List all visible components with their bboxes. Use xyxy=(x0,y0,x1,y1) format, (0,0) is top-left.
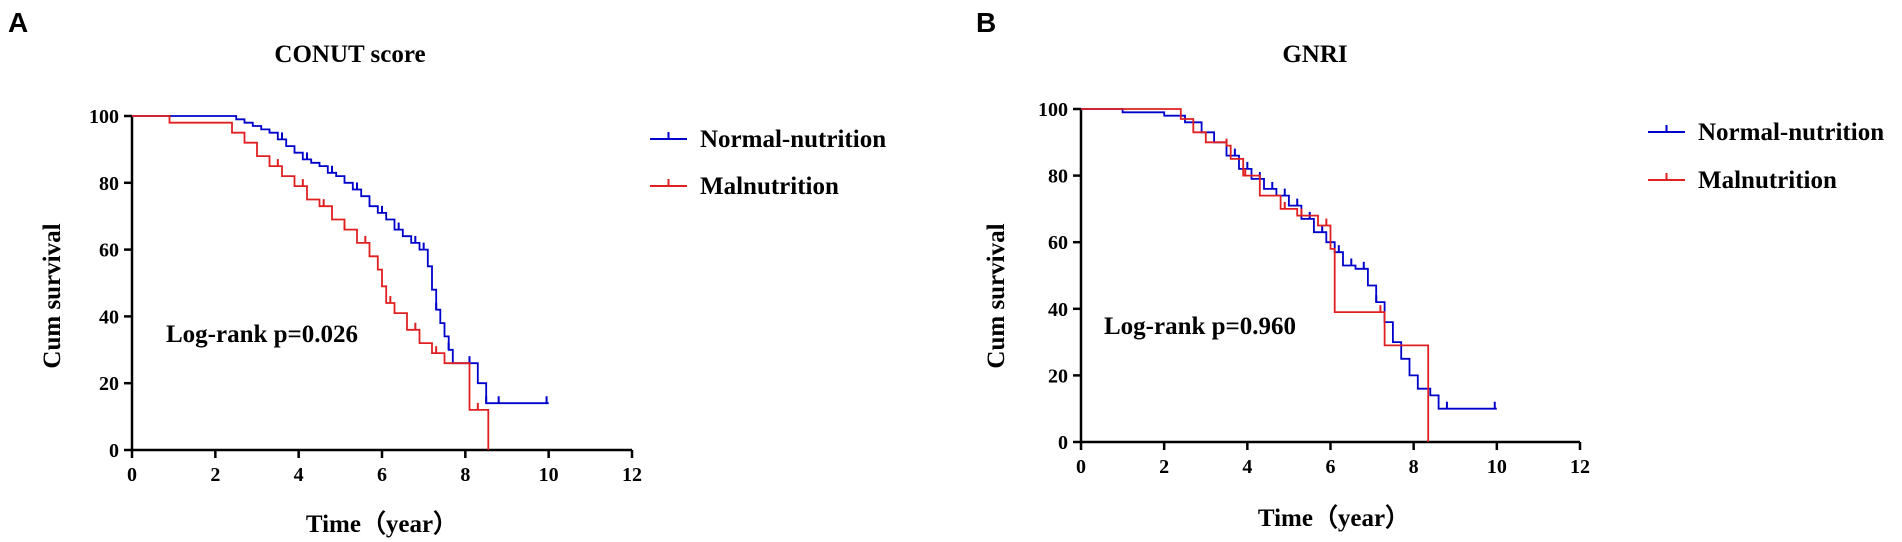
panel-b-x-tick-label: 12 xyxy=(1570,456,1590,478)
panel-b-y-tick-label: 100 xyxy=(1038,99,1068,121)
panel-b-x-tick-label: 6 xyxy=(1326,456,1336,478)
panel-a-legend-swatch-malnutrition xyxy=(650,179,687,187)
panel-a-x-tick-label: 10 xyxy=(539,464,559,486)
panel-a-y-tick-label: 20 xyxy=(99,373,119,395)
panel-a-logrank-annotation: Log-rank p=0.026 xyxy=(166,321,358,348)
panel-b-x-tick-label: 8 xyxy=(1409,456,1419,478)
panel-b-series-line-malnutrition xyxy=(1081,108,1430,442)
panel-b-y-axis-label: Cum survival xyxy=(983,223,1010,368)
panel-b-legend-swatch-malnutrition xyxy=(1648,173,1685,181)
panel-b-x-tick-label: 4 xyxy=(1242,456,1252,478)
panel-a-legend-swatch-normal-nutrition xyxy=(650,132,687,140)
panel-b-legend-label-normal-nutrition: Normal-nutrition xyxy=(1698,119,1884,146)
panel-b-legend-label-malnutrition: Malnutrition xyxy=(1698,167,1837,194)
panel-b-y-tick-label: 80 xyxy=(1048,166,1068,188)
panel-b-plot-area: 0 20 40 60 80 100 0 2 4 6 8 10 12 xyxy=(1038,99,1590,478)
panel-b-title: GNRI xyxy=(1282,41,1347,68)
panel-a-x-axis-label: Time（year） xyxy=(306,509,458,538)
panel-b-y-tick-label: 20 xyxy=(1048,365,1068,387)
panel-a-y-tick-label: 100 xyxy=(89,106,119,128)
panel-b-y-tick-label: 40 xyxy=(1048,299,1068,321)
panel-a-y-tick-label: 80 xyxy=(99,173,119,195)
panel-a-x-tick-label: 2 xyxy=(210,464,220,486)
panel-a-y-tick-label: 60 xyxy=(99,240,119,262)
panel-b-y-tick-label: 0 xyxy=(1058,432,1068,454)
panel-a-series-line-malnutrition xyxy=(132,115,490,450)
panel-a-y-axis-label: Cum survival xyxy=(39,223,66,368)
panel-a-title: CONUT score xyxy=(274,41,425,68)
panel-a-legend-label-normal-nutrition: Normal-nutrition xyxy=(700,126,886,153)
panel-a-y-tick-label: 0 xyxy=(109,440,119,462)
panel-a: A CONUT score Cum survival Time（year） Lo… xyxy=(8,7,886,538)
panel-a-y-tick-label: 40 xyxy=(99,306,119,328)
panel-b-legend-swatch-normal-nutrition xyxy=(1648,125,1685,133)
panel-a-x-tick-label: 4 xyxy=(294,464,304,486)
panel-b-x-tick-label: 2 xyxy=(1159,456,1169,478)
panel-a-letter: A xyxy=(8,7,28,38)
panel-b-series-line-normal-nutrition xyxy=(1081,108,1497,410)
panel-b-y-tick-label: 60 xyxy=(1048,232,1068,254)
panel-b-logrank-annotation: Log-rank p=0.960 xyxy=(1104,313,1296,340)
panel-a-plot-area: 0 20 40 60 80 100 0 2 4 6 8 10 12 xyxy=(89,106,642,486)
panel-a-x-tick-label: 6 xyxy=(377,464,387,486)
panel-a-x-tick-label: 8 xyxy=(460,464,470,486)
panel-b-letter: B xyxy=(976,7,996,38)
panel-a-series-line-normal-nutrition xyxy=(132,115,549,405)
panel-b-legend: Normal-nutrition Malnutrition xyxy=(1648,119,1884,194)
panel-a-legend-label-malnutrition: Malnutrition xyxy=(700,173,839,200)
panel-b-x-tick-label: 0 xyxy=(1076,456,1086,478)
panel-a-x-tick-label: 0 xyxy=(127,464,137,486)
panel-b-x-axis-label: Time（year） xyxy=(1258,503,1410,532)
panel-a-x-tick-label: 12 xyxy=(622,464,642,486)
panel-b-x-tick-label: 10 xyxy=(1487,456,1507,478)
panel-a-legend: Normal-nutrition Malnutrition xyxy=(650,126,886,200)
panel-b: B GNRI Cum survival Time（year） Log-rank … xyxy=(976,7,1884,532)
